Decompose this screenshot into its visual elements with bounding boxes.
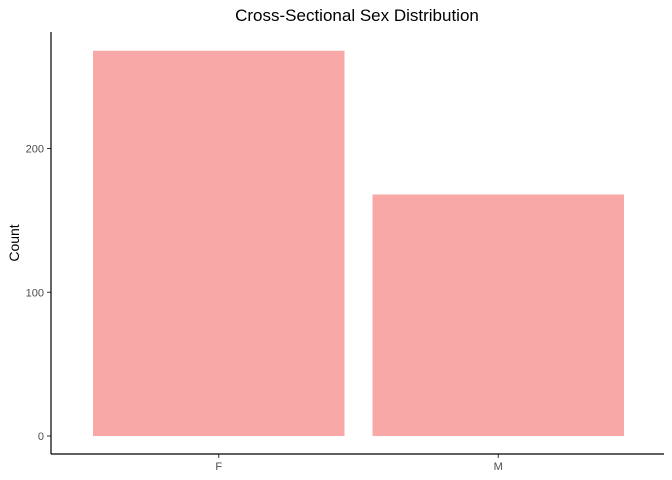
chart-title: Cross-Sectional Sex Distribution — [235, 6, 479, 25]
x-tick-label-f: F — [215, 461, 222, 473]
y-tick-label-200: 200 — [26, 144, 44, 156]
bar-f — [93, 50, 345, 436]
y-axis-label: Count — [6, 224, 22, 261]
y-tick-label-0: 0 — [38, 431, 44, 443]
x-tick-label-m: M — [494, 461, 503, 473]
y-tick-label-100: 100 — [26, 287, 44, 299]
bar-m — [372, 194, 624, 436]
